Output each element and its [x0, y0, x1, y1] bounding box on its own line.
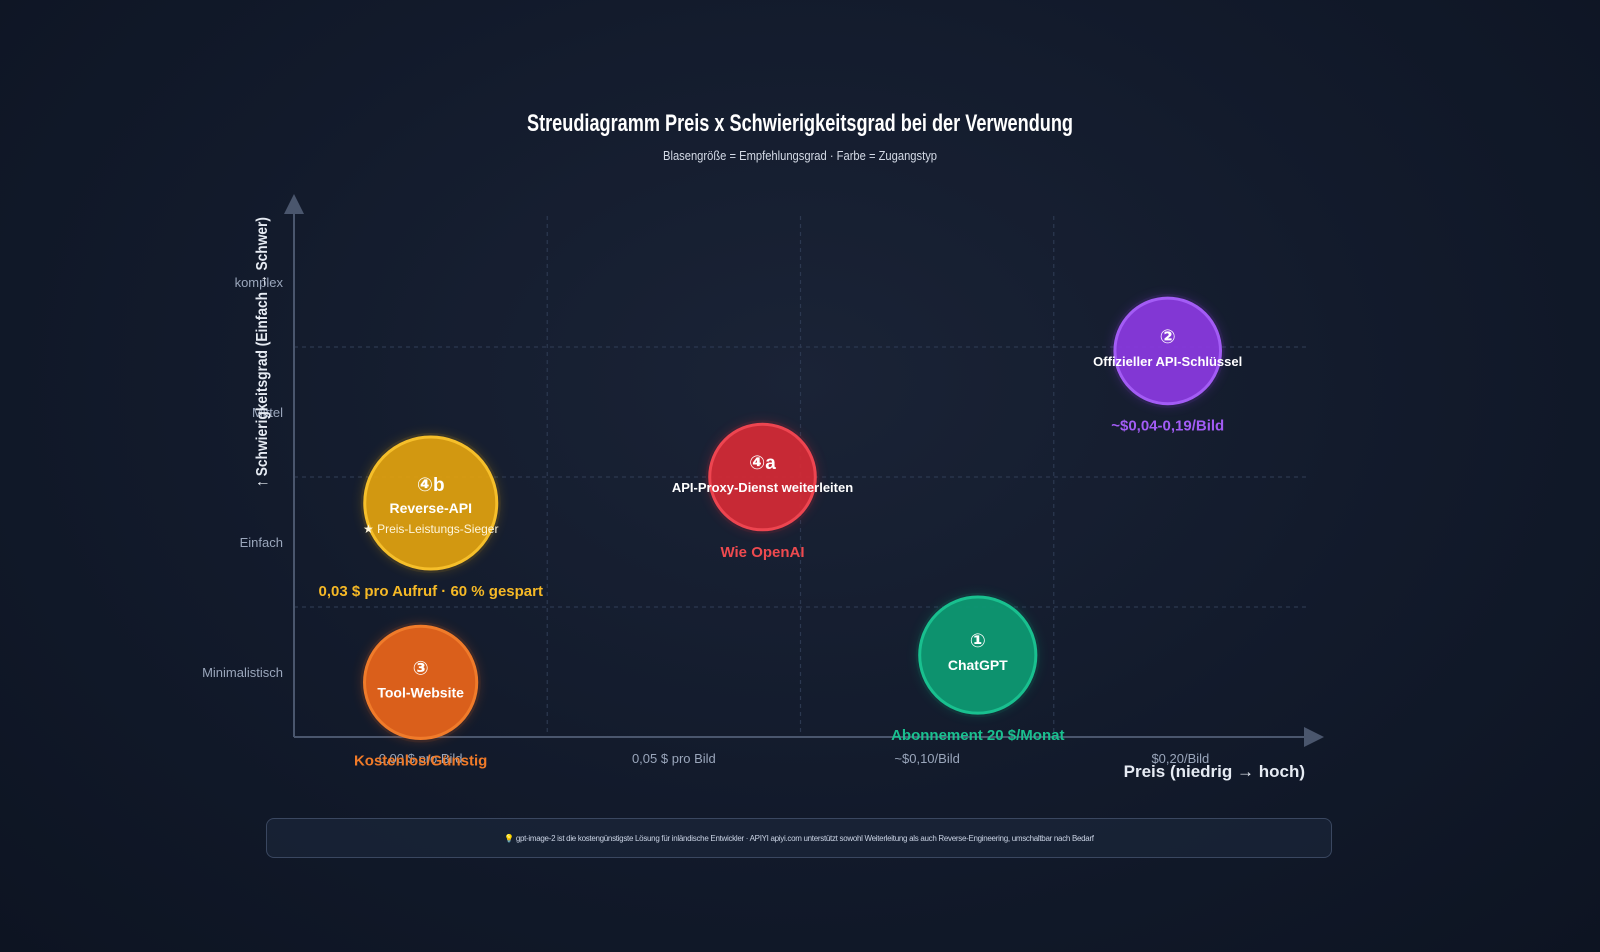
bubble-3: ③ Tool-Website Kostenlos/Günstig	[354, 622, 487, 770]
bubble-label: API-Proxy-Dienst weiterleiten	[672, 480, 853, 495]
chart-subtitle: Blasengröße = Empfehlungsgrad · Farbe = …	[663, 148, 937, 163]
bubble-label: Tool-Website	[377, 684, 464, 700]
bubbles: ③ Tool-Website Kostenlos/Günstig ④b Reverse-…	[318, 294, 1242, 770]
bubble-badge: ①	[970, 631, 986, 652]
footer-note-box: 💡 gpt-image-2 ist die kostengünstigste L…	[266, 818, 1332, 858]
bubble-annotation: Wie OpenAI	[720, 544, 804, 561]
bubble-circle	[363, 435, 499, 571]
bubble-annotation: Kostenlos/Günstig	[354, 753, 487, 770]
x-tick-label: 0,00 $ pro Bild	[379, 751, 463, 766]
bubble-annotation: ~$0,04-0,19/Bild	[1111, 418, 1224, 435]
x-tick-label: $0,20/Bild	[1151, 751, 1209, 766]
bubble-badge: ③	[413, 658, 429, 679]
bubble-badge: ②	[1160, 327, 1176, 348]
bubble-4a: ④a API-Proxy-Dienst weiterleiten Wie OpenA…	[672, 420, 853, 561]
tick-labels: 0,00 $ pro Bild 0,05 $ pro Bild ~$0,10/Bil…	[202, 275, 1209, 766]
chart-title: Streudiagramm Preis x Schwierigkeitsgrad…	[527, 110, 1073, 137]
footer-note: 💡 gpt-image-2 ist die kostengünstigste L…	[504, 833, 1094, 843]
axes	[284, 194, 1324, 747]
x-tick-label: ~$0,10/Bild	[894, 751, 959, 766]
bubble-circle	[708, 422, 817, 532]
bubble-annotation: 0,03 $ pro Aufruf · 60 % gespart	[318, 583, 543, 600]
bubble-label: Reverse-API	[390, 500, 473, 516]
x-tick-label: 0,05 $ pro Bild	[632, 751, 716, 766]
y-tick-label: Mittel	[252, 405, 283, 420]
bubble-circle	[1113, 296, 1223, 406]
x-axis-label: Preis (niedrig → hoch)	[1124, 762, 1305, 781]
bubble-annotation: Abonnement 20 $/Monat	[891, 727, 1064, 744]
y-tick-label: Minimalistisch	[202, 665, 283, 680]
bubble-4b: ④b Reverse-API ★ Preis-Leistungs-Sieger 0,0…	[318, 433, 543, 600]
bubble-2: ② Offizieller API-Schlüssel ~$0,04-0,19/Bi…	[1093, 294, 1242, 435]
y-axis-label: ↑ Schwierigkeitsgrad (Einfach → Schwer)	[254, 217, 271, 487]
bubble-badge: ④b	[417, 475, 445, 496]
bubble-note: ★ Preis-Leistungs-Sieger	[363, 522, 498, 536]
bubble-circle	[363, 624, 479, 741]
y-tick-label: komplex	[235, 275, 284, 290]
bubble-1: ① ChatGPT Abonnement 20 $/Monat	[891, 593, 1064, 744]
bubble-label: ChatGPT	[948, 657, 1008, 673]
bubble-badge: ④a	[749, 453, 776, 474]
bubble-circle	[918, 595, 1038, 715]
bubble-label: Offizieller API-Schlüssel	[1093, 354, 1242, 369]
y-tick-label: Einfach	[240, 535, 283, 550]
